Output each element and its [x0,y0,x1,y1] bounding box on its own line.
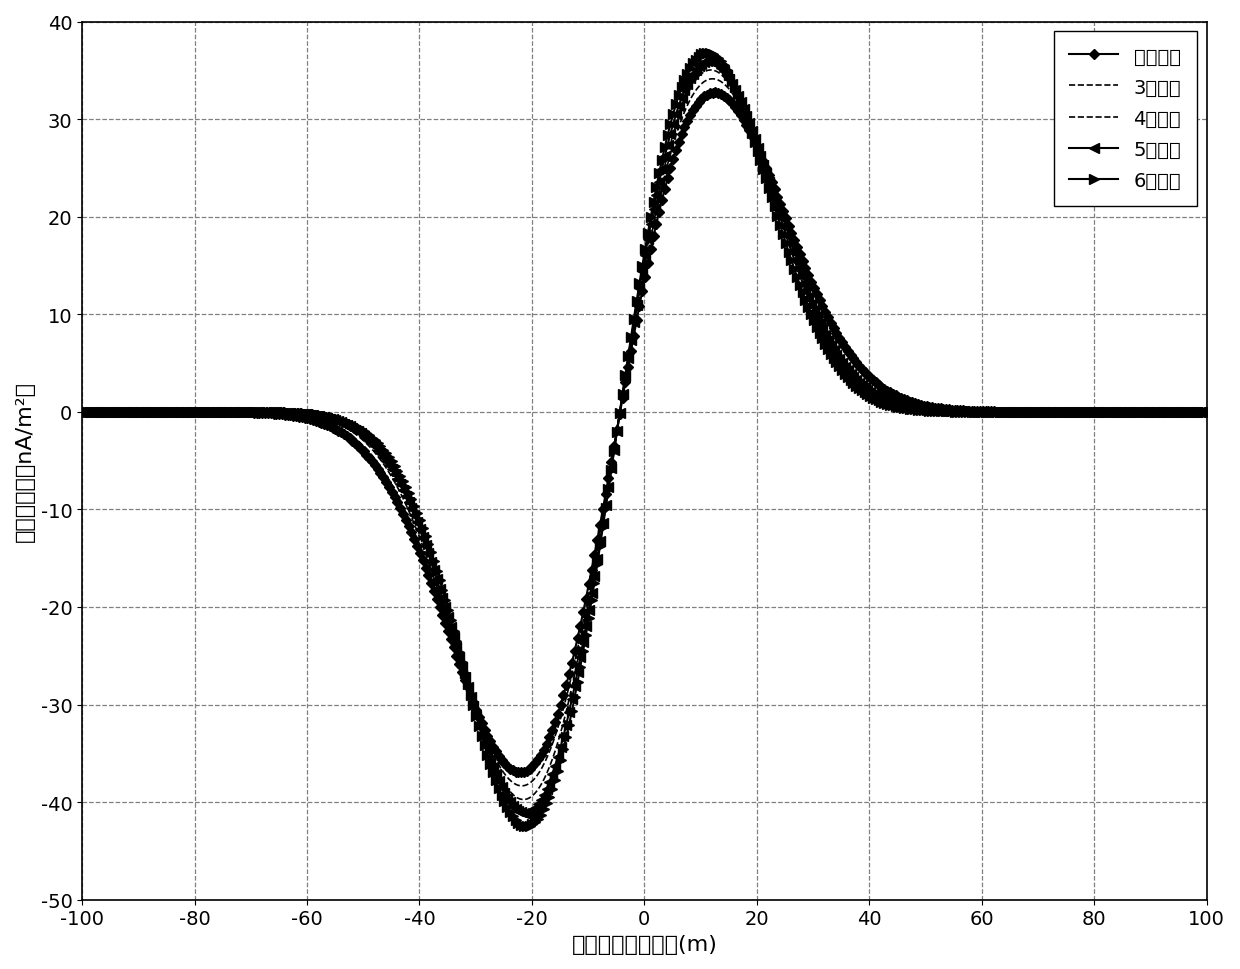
6级污染 [794,284,808,296]
Legend: 正常天气, 3级污染, 4级污染, 5级污染, 6级污染: 正常天气, 3级污染, 4级污染, 5级污染, 6级污染 [1054,32,1197,206]
4级污染 [144,407,159,419]
5级污染 [730,91,745,103]
4级污染 [74,407,89,419]
5级污染 [930,405,945,417]
3级污染 [513,780,528,792]
5级污染 [701,56,715,68]
正常天气 [144,407,159,419]
Line: 3级污染: 3级污染 [82,79,1207,786]
4级污染 [1045,407,1060,419]
4级污染 [517,794,532,805]
6级污染 [74,407,89,419]
6级污染 [760,178,775,190]
5级污染 [518,807,533,819]
6级污染 [1199,407,1214,419]
3级污染 [930,404,945,416]
3级污染 [730,97,745,109]
Line: 4级污染: 4级污染 [82,71,1207,799]
3级污染 [706,74,720,85]
4级污染 [730,94,745,106]
Y-axis label: 离子流密度（nA/m²）: 离子流密度（nA/m²） [15,381,35,542]
X-axis label: 距离中心线路距离(m): 距离中心线路距离(m) [572,934,717,954]
正常天气 [730,106,745,117]
正常天气 [707,87,722,99]
正常天气 [512,766,527,778]
5级污染 [1045,407,1060,419]
Line: 正常天气: 正常天气 [78,90,1210,776]
3级污染 [1199,407,1214,419]
6级污染 [930,406,945,418]
5级污染 [74,407,89,419]
6级污染 [144,407,159,419]
6级污染 [730,89,745,101]
3级污染 [760,166,775,177]
Line: 6级污染: 6级污染 [77,48,1211,831]
3级污染 [794,258,808,269]
Line: 5级污染: 5级污染 [77,57,1211,818]
5级污染 [1199,407,1214,419]
6级污染 [699,47,714,59]
5级污染 [760,172,775,184]
4级污染 [760,169,775,180]
5级污染 [144,407,159,419]
4级污染 [704,65,719,77]
5级污染 [794,274,808,286]
正常天气 [1199,407,1214,419]
3级污染 [144,407,159,419]
正常天气 [930,403,945,415]
4级污染 [794,266,808,277]
4级污染 [1199,407,1214,419]
6级污染 [1045,407,1060,419]
3级污染 [1045,407,1060,419]
正常天气 [74,407,89,419]
正常天气 [794,253,808,265]
正常天气 [1045,407,1060,419]
正常天气 [760,167,775,178]
3级污染 [74,407,89,419]
4级污染 [930,405,945,417]
6级污染 [520,821,534,832]
